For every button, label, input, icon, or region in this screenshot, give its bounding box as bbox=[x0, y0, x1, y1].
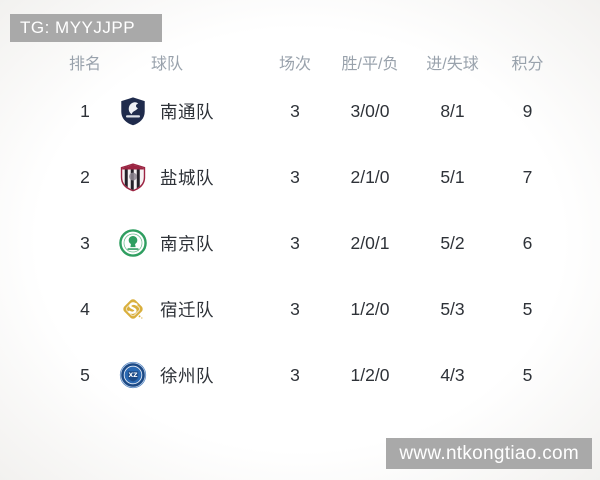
table-row: 5 XZ 徐州队 3 1/2/0 4/3 5 bbox=[55, 342, 555, 408]
win-draw-loss-cell: 1/2/0 bbox=[350, 298, 390, 319]
header-points: 积分 bbox=[511, 56, 544, 73]
played-cell: 3 bbox=[290, 298, 300, 319]
table-row: 1 南通队 3 3/0/0 8/1 9 bbox=[55, 78, 555, 144]
goals-cell: 5/3 bbox=[440, 298, 465, 319]
points-cell: 7 bbox=[522, 166, 533, 187]
team-cell: 盐城队 bbox=[115, 162, 255, 192]
nantong-crest-icon bbox=[118, 96, 148, 126]
points-cell: 9 bbox=[522, 100, 533, 121]
table-header-row: 排名 球队 场次 胜/平/负 进/失球 积分 bbox=[55, 46, 555, 78]
team-name: 徐州队 bbox=[160, 365, 214, 386]
team-cell: 南京队 bbox=[115, 228, 255, 258]
win-draw-loss-cell: 2/1/0 bbox=[350, 166, 390, 187]
team-cell: 南通队 bbox=[115, 96, 255, 126]
rank-cell: 2 bbox=[80, 166, 90, 187]
telegram-watermark-badge: TG: MYYJJPP bbox=[10, 14, 162, 42]
header-team: 球队 bbox=[151, 56, 184, 73]
rank-cell: 5 bbox=[80, 364, 90, 385]
played-cell: 3 bbox=[290, 364, 300, 385]
table-row: 4 宿迁队 3 1/2/0 5/3 5 bbox=[55, 276, 555, 342]
team-name: 宿迁队 bbox=[160, 299, 214, 320]
rank-cell: 1 bbox=[80, 100, 90, 121]
header-rank: 排名 bbox=[68, 56, 101, 73]
goals-cell: 5/1 bbox=[440, 166, 465, 187]
goals-cell: 5/2 bbox=[440, 232, 465, 253]
league-standings-table: 排名 球队 场次 胜/平/负 进/失球 积分 1 南通队 3 3/0/0 8/1… bbox=[55, 46, 555, 408]
telegram-watermark-text: TG: MYYJJPP bbox=[20, 18, 136, 37]
website-watermark-text: www.ntkongtiao.com bbox=[399, 442, 579, 464]
rank-cell: 4 bbox=[80, 298, 90, 319]
team-name: 南京队 bbox=[160, 233, 214, 254]
rank-cell: 3 bbox=[80, 232, 90, 253]
goals-cell: 8/1 bbox=[440, 100, 465, 121]
team-cell: XZ 徐州队 bbox=[115, 360, 255, 390]
nanjing-crest-icon bbox=[118, 228, 148, 258]
website-watermark-badge: www.ntkongtiao.com bbox=[386, 438, 592, 469]
table-row: 2 盐城队 3 2/1/0 5/1 7 bbox=[55, 144, 555, 210]
played-cell: 3 bbox=[290, 100, 300, 121]
team-name: 南通队 bbox=[160, 101, 214, 122]
played-cell: 3 bbox=[290, 166, 300, 187]
xuzhou-crest-icon: XZ bbox=[118, 360, 148, 390]
svg-text:XZ: XZ bbox=[128, 372, 138, 379]
header-win-draw-loss: 胜/平/负 bbox=[341, 56, 399, 73]
header-played: 场次 bbox=[278, 56, 311, 73]
goals-cell: 4/3 bbox=[440, 364, 465, 385]
win-draw-loss-cell: 3/0/0 bbox=[350, 100, 390, 121]
table-row: 3 南京队 3 2/0/1 5/2 6 bbox=[55, 210, 555, 276]
points-cell: 5 bbox=[522, 298, 533, 319]
played-cell: 3 bbox=[290, 232, 300, 253]
table-body: 1 南通队 3 3/0/0 8/1 9 2 盐城队 3 2/1/0 5/1 7 … bbox=[55, 78, 555, 408]
win-draw-loss-cell: 1/2/0 bbox=[350, 364, 390, 385]
yancheng-crest-icon bbox=[118, 162, 148, 192]
points-cell: 6 bbox=[522, 232, 533, 253]
suqian-crest-icon bbox=[118, 294, 148, 324]
team-cell: 宿迁队 bbox=[115, 294, 255, 324]
header-goals: 进/失球 bbox=[426, 56, 479, 73]
points-cell: 5 bbox=[522, 364, 533, 385]
win-draw-loss-cell: 2/0/1 bbox=[350, 232, 390, 253]
team-name: 盐城队 bbox=[160, 167, 214, 188]
